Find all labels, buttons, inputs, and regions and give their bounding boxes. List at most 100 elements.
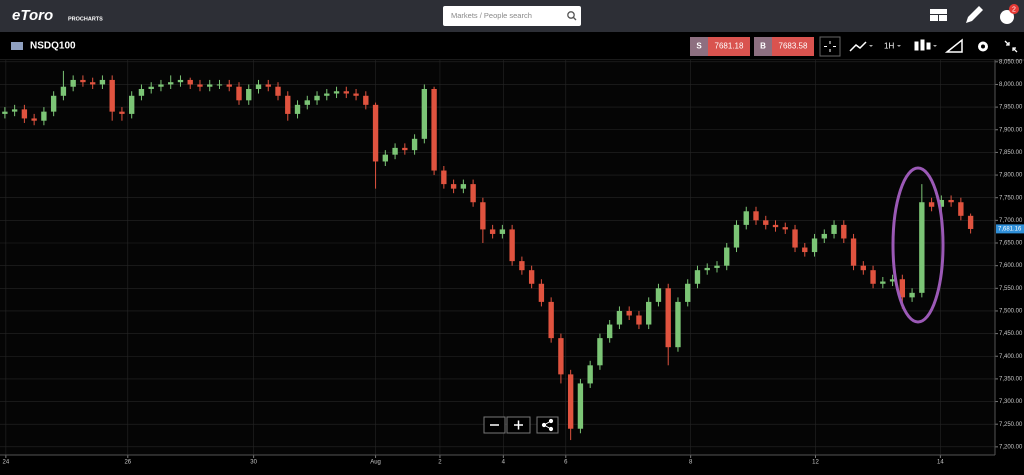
candle-body xyxy=(138,88,145,96)
candle-body xyxy=(275,86,281,96)
candle-body xyxy=(782,227,788,230)
notification-badge[interactable] xyxy=(1009,4,1019,14)
candle-body xyxy=(304,100,310,105)
candle-body xyxy=(99,79,106,85)
candle-body xyxy=(675,301,681,348)
logo-sub: PROCHARTS xyxy=(68,16,103,22)
candle-body xyxy=(89,82,96,85)
candle-body xyxy=(207,84,213,87)
candle-body xyxy=(928,202,935,207)
candle-style-button[interactable] xyxy=(914,39,931,51)
current-price-box xyxy=(996,224,1024,234)
candle-body xyxy=(402,147,408,151)
x-tick-label: 4 xyxy=(502,460,506,466)
y-tick-label: 7,350.00 xyxy=(999,376,1023,382)
candle-body xyxy=(909,292,915,298)
symbol[interactable]: NSDQ100 xyxy=(30,41,76,52)
candle-body xyxy=(509,229,515,262)
drawing-tools-button[interactable] xyxy=(944,38,963,53)
candle-body xyxy=(333,91,340,94)
candle-body xyxy=(733,224,740,248)
candle-body xyxy=(899,279,906,298)
search-icon[interactable] xyxy=(567,11,575,19)
candle-body xyxy=(197,84,203,87)
candle-body xyxy=(431,88,437,171)
candle-body xyxy=(324,93,330,96)
sell-price-box[interactable] xyxy=(708,37,750,56)
sell-label: S xyxy=(696,42,702,51)
candle-body xyxy=(129,95,135,114)
candle-body xyxy=(363,95,369,105)
search-placeholder: Markets / People search xyxy=(451,11,532,20)
candle-body xyxy=(655,288,662,302)
y-tick-label: 7,450.00 xyxy=(999,331,1023,337)
x-tick-label: 12 xyxy=(812,460,819,466)
candle-body xyxy=(187,79,193,85)
candle-body xyxy=(606,324,613,339)
collapse-button[interactable] xyxy=(1004,40,1018,53)
candle-body xyxy=(938,199,945,207)
y-tick-label: 7,250.00 xyxy=(999,422,1023,428)
candle-body xyxy=(168,82,174,85)
dropdown-arrow xyxy=(933,45,937,47)
x-tick-label: 6 xyxy=(564,460,568,466)
candle-body xyxy=(538,283,545,302)
buy-label-box[interactable] xyxy=(754,37,772,56)
candle-body xyxy=(109,79,115,112)
plus-icon xyxy=(514,420,523,430)
candle-body xyxy=(372,104,379,162)
avatar-icon[interactable] xyxy=(1000,10,1014,24)
candle-body xyxy=(489,229,496,234)
timeframe[interactable]: 1H xyxy=(884,42,894,51)
y-tick-label: 8,050.00 xyxy=(999,59,1023,65)
share-icon xyxy=(541,418,554,432)
candle-body xyxy=(753,211,759,221)
candle-body xyxy=(665,288,671,348)
candle-body xyxy=(450,184,457,189)
crosshair-icon xyxy=(824,41,836,52)
candle-body xyxy=(265,84,271,87)
candle-body xyxy=(958,202,964,216)
candle-body xyxy=(392,147,398,155)
candle-body xyxy=(294,104,301,114)
x-tick-label: Aug xyxy=(370,460,381,466)
candle-body xyxy=(528,270,535,284)
y-tick-label: 7,700.00 xyxy=(999,218,1023,224)
candle-body xyxy=(802,247,808,253)
candle-body xyxy=(704,267,710,271)
candle-body xyxy=(236,86,242,101)
candle-body xyxy=(158,84,164,87)
chart-type-button[interactable] xyxy=(849,41,867,52)
sell-label-box[interactable] xyxy=(690,37,708,56)
search-icon-handle xyxy=(573,17,577,21)
candle-body xyxy=(41,111,47,121)
y-tick-label: 7,850.00 xyxy=(999,150,1023,156)
logo[interactable]: eToro xyxy=(12,7,53,24)
candle-body xyxy=(792,229,798,248)
candle-body xyxy=(177,79,184,83)
candle-body xyxy=(411,138,418,151)
buy-price-box[interactable] xyxy=(772,37,814,56)
crosshair-button[interactable] xyxy=(819,36,841,57)
candle-body xyxy=(2,111,8,114)
candle-body xyxy=(60,86,67,96)
plot-background xyxy=(0,60,995,455)
candle-body xyxy=(343,91,349,94)
candle-body xyxy=(772,224,779,228)
x-tick-label: 30 xyxy=(250,460,257,466)
y-tick-label: 7,500.00 xyxy=(999,309,1023,315)
candle-body xyxy=(880,281,886,284)
buy-price: 7683.58 xyxy=(779,42,808,51)
candle-body xyxy=(743,211,749,225)
y-tick-label: 7,200.00 xyxy=(999,444,1023,450)
y-tick-label: 8,000.00 xyxy=(999,82,1023,88)
y-tick-label: 7,650.00 xyxy=(999,241,1023,247)
candle-body xyxy=(646,301,652,325)
edit-icon[interactable] xyxy=(966,6,983,23)
candle-body xyxy=(821,233,827,239)
settings-button-hole xyxy=(981,44,985,49)
layout-icon[interactable] xyxy=(930,9,947,21)
search-box[interactable] xyxy=(443,6,581,26)
share-button[interactable] xyxy=(536,416,559,434)
